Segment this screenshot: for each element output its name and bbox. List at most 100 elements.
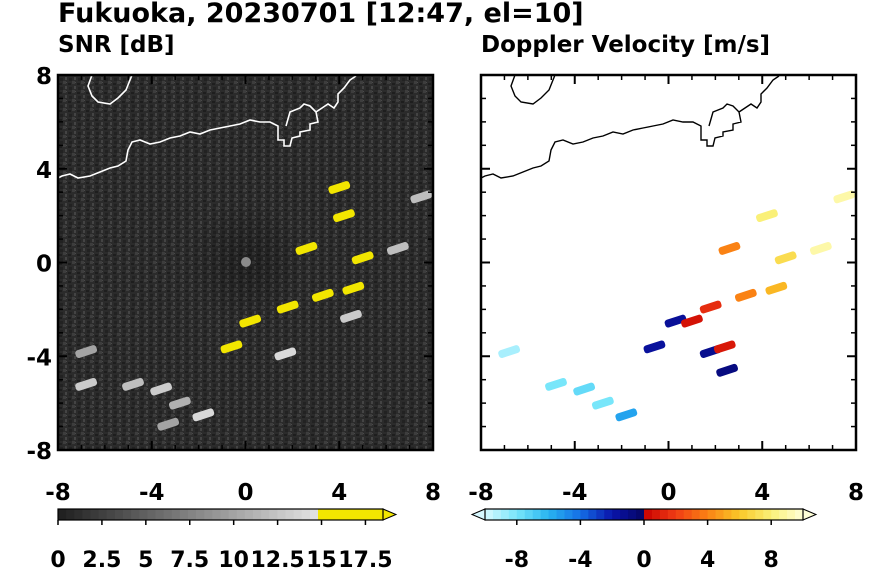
doppler-colorbar-label: 8 (764, 548, 779, 570)
snr-coastline (57, 74, 357, 179)
doppler-echo-14 (545, 377, 567, 391)
doppler-colorbar: -8 -4 0 4 8 (470, 508, 818, 570)
snr-colorbar-cell (139, 509, 148, 520)
doppler-echo-6 (833, 190, 856, 204)
doppler-xtick-label: 0 (660, 480, 676, 506)
doppler-colorbar-cell (548, 509, 558, 520)
snr-colorbar-label: 15 (306, 548, 337, 570)
snr-echo-13 (122, 377, 144, 391)
snr-colorbar-cell (269, 509, 278, 520)
snr-echo-12 (386, 242, 409, 255)
snr-colorbar-cell (253, 509, 262, 520)
snr-colorbar: 0 2.5 5 7.5 10 12.5 15 17.5 (50, 508, 398, 570)
doppler-colorbar-cell (644, 509, 653, 520)
snr-echo-4 (351, 251, 374, 265)
snr-colorbar-cell (155, 509, 165, 520)
doppler-colorbar-cell (795, 509, 804, 520)
snr-colorbar-cell (106, 509, 116, 520)
snr-colorbar-cell (326, 509, 335, 520)
snr-colorbar-label: 7.5 (170, 548, 209, 570)
doppler-colorbar-cell (707, 509, 717, 520)
figure-title: Fukuoka, 20230701 [12:47, el=10] (58, 0, 584, 29)
snr-colorbar-label: 5 (138, 548, 153, 570)
snr-colorbar-cell (334, 509, 343, 520)
snr-colorbar-label: 2.5 (82, 548, 121, 570)
snr-colorbar-cell (171, 509, 181, 520)
doppler-coastline (480, 74, 780, 179)
doppler-colorbar-cell (763, 509, 772, 520)
doppler-echo-8 (681, 314, 703, 328)
snr-colorbar-cell (228, 509, 238, 520)
snr-colorbar-cell (212, 509, 222, 520)
doppler-colorbar-cell (508, 509, 518, 520)
snr-colorbar-cell (244, 509, 254, 520)
snr-colorbar-cell (98, 509, 108, 520)
snr-echo-6 (333, 209, 355, 223)
snr-echo-2 (311, 288, 334, 302)
doppler-colorbar-cell (524, 509, 534, 520)
snr-colorbar-label: 10 (218, 548, 249, 570)
doppler-colorbar-cell (715, 509, 725, 520)
doppler-echo-15 (573, 382, 596, 396)
snr-colorbar-cell (204, 509, 213, 520)
doppler-echo-layer (498, 190, 856, 422)
doppler-colorbar-cell (556, 509, 566, 520)
snr-colorbar-cell (277, 509, 287, 520)
doppler-colorbar-cell (651, 509, 661, 520)
snr-echo-9 (274, 347, 297, 361)
snr-colorbar-cell (261, 509, 270, 520)
snr-ytick-label: 0 (36, 252, 52, 278)
doppler-colorbar-cell (659, 509, 669, 520)
snr-axis-ticks: -8 -4 0 4 8 -8 -4 0 4 8 (26, 64, 441, 506)
snr-xtick-label: 4 (331, 480, 347, 506)
doppler-colorbar-label: 0 (636, 548, 651, 570)
snr-colorbar-cell (220, 509, 230, 520)
doppler-colorbar-cell (485, 509, 494, 520)
doppler-echo-17 (615, 408, 638, 422)
snr-echo-11 (410, 190, 433, 204)
doppler-colorbar-cell (596, 509, 605, 520)
doppler-echo-11 (716, 363, 739, 377)
doppler-colorbar-cell (588, 509, 597, 520)
snr-colorbar-cell (66, 509, 75, 520)
snr-colorbar-cell (350, 509, 360, 520)
doppler-colorbar-cell (747, 509, 756, 520)
doppler-colorbar-max-arrow (802, 508, 818, 521)
doppler-colorbar-cell (739, 509, 748, 520)
snr-colorbar-label: 12.5 (250, 548, 304, 570)
snr-colorbar-frame (57, 508, 384, 521)
doppler-colorbar-label: -8 (505, 548, 529, 570)
snr-echo-17 (192, 408, 215, 422)
snr-colorbar-cell (374, 509, 384, 520)
snr-colorbar-label: 0 (50, 548, 65, 570)
doppler-plot-background (481, 75, 856, 450)
doppler-xtick-label: 4 (754, 480, 770, 506)
snr-colorbar-cell (236, 509, 246, 520)
doppler-echo-12 (713, 340, 736, 354)
snr-colorbar-cell (366, 509, 376, 520)
doppler-colorbar-cell (636, 509, 645, 520)
doppler-xtick-label: 8 (848, 480, 864, 506)
snr-colorbar-cell (196, 509, 205, 520)
snr-echo-8 (220, 340, 243, 354)
doppler-xtick-label: -4 (562, 480, 588, 506)
doppler-echo-0 (699, 300, 722, 314)
snr-xtick-label: 0 (237, 480, 253, 506)
snr-echo-16 (168, 396, 191, 410)
snr-xtick-label: 8 (425, 480, 441, 506)
snr-colorbar-cell (318, 509, 327, 520)
snr-colorbar-cell (82, 509, 92, 520)
doppler-colorbar-cell (675, 509, 685, 520)
doppler-colorbar-cell (699, 509, 709, 520)
doppler-colorbar-cell (620, 509, 629, 520)
snr-colorbar-cell (123, 509, 132, 520)
doppler-echo-16 (591, 396, 614, 410)
doppler-colorbar-cell (492, 509, 502, 520)
snr-ytick-label: 4 (36, 158, 52, 184)
doppler-echo-4 (718, 242, 741, 255)
snr-xtick-label: -8 (45, 480, 71, 506)
snr-panel: -8 -4 0 4 8 -8 -4 0 4 8 (26, 64, 441, 506)
snr-colorbar-label: 17.5 (338, 548, 392, 570)
snr-echo-layer (75, 181, 433, 431)
